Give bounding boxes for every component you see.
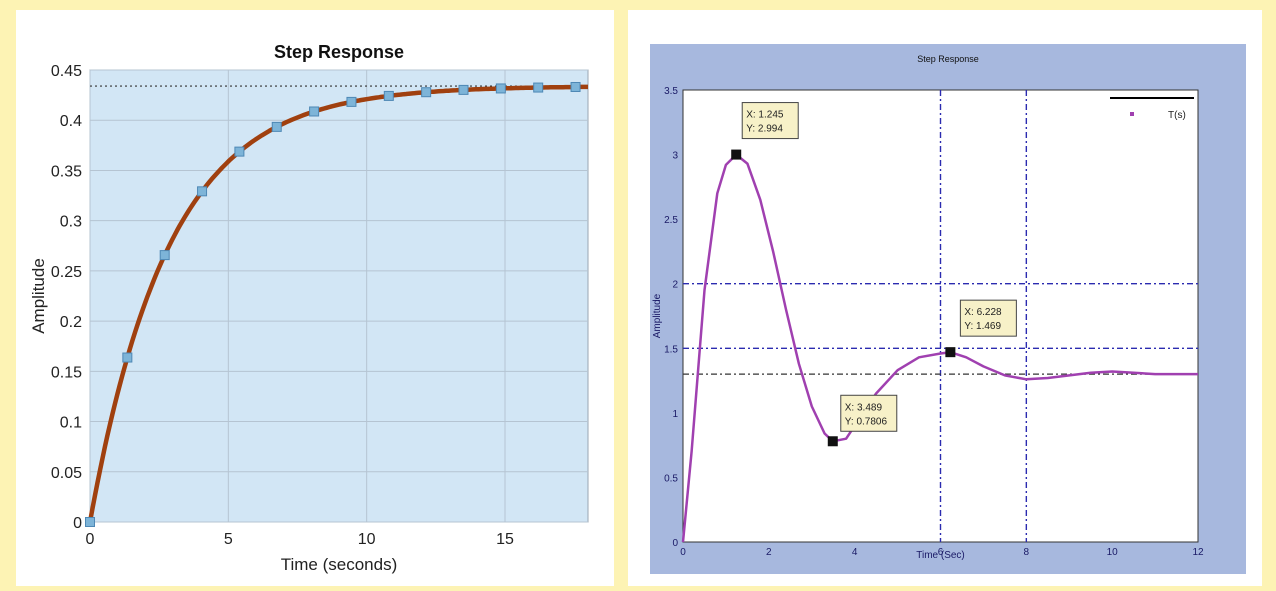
datatip-marker: [827, 436, 838, 447]
y-tick-label: 0.35: [51, 163, 82, 180]
step-response-chart-right: 0 2 4 6 8 10 12 0 0.5 1 1.5 2 2.5 3 3.5 X: 1.245 Y: 2.99…: [650, 44, 1246, 574]
step-response-chart-left: 0 5 10 15 0 0.05 0.1 0.15 0.2 0.25 0.3 0.35 0.4 0.45 S…: [29, 42, 589, 574]
datatip-marker: [731, 149, 742, 160]
right-chart-panel: 0 2 4 6 8 10 12 0 0.5 1 1.5 2 2.5 3 3.5 X: 1.245 Y: 2.99…: [628, 10, 1262, 586]
chart-title: Step Response: [274, 42, 404, 62]
datatip-y-label: Y: 2.994: [746, 124, 783, 135]
y-tick-label: 3.5: [664, 86, 678, 97]
x-tick-label: 15: [496, 531, 514, 548]
datatip-x-label: X: 6.228: [964, 307, 1002, 318]
datatip-y-label: Y: 1.469: [964, 321, 1001, 332]
x-axis-label: Time (Sec): [916, 550, 965, 561]
y-tick-label: 0.4: [60, 113, 82, 130]
x-tick-label: 0: [680, 547, 686, 558]
y-tick-label: 0.5: [664, 473, 678, 484]
y-tick-label: 0.1: [60, 415, 82, 432]
curve-marker: [346, 96, 357, 107]
x-tick-label: 0: [86, 531, 95, 548]
legend-marker: [1130, 112, 1134, 116]
curve-marker: [234, 146, 245, 157]
datatip-y-label: Y: 0.7806: [845, 416, 888, 427]
curve-marker: [271, 121, 282, 132]
x-tick-label: 10: [358, 531, 376, 548]
curve-marker: [159, 250, 170, 261]
curve-marker: [458, 84, 469, 95]
y-tick-label: 2.5: [664, 215, 678, 226]
x-tick-label: 10: [1107, 547, 1119, 558]
curve-marker: [122, 352, 133, 363]
x-tick-label: 8: [1024, 547, 1030, 558]
curve-marker: [570, 81, 581, 92]
datatip-marker: [945, 347, 956, 358]
curve-marker: [495, 83, 506, 94]
x-tick-label: 2: [766, 547, 772, 558]
y-axis-label: Amplitude: [29, 258, 48, 334]
datatip-x-label: X: 1.245: [746, 110, 784, 121]
x-tick-label: 6: [938, 547, 944, 558]
datatip-x-label: X: 3.489: [845, 402, 883, 413]
curve-marker: [383, 90, 394, 101]
left-chart-panel: 0 5 10 15 0 0.05 0.1 0.15 0.2 0.25 0.3 0.35 0.4 0.45 S…: [16, 10, 614, 586]
chart-title: Step Response: [917, 54, 979, 64]
y-tick-label: 1: [672, 409, 678, 420]
y-tick-label: 0.05: [51, 465, 82, 482]
y-tick-label: 2: [672, 280, 678, 291]
x-axis-label: Time (seconds): [281, 555, 398, 574]
legend-label: T(s): [1168, 110, 1186, 121]
datatip-box: [959, 299, 1017, 337]
y-tick-label: 1.5: [664, 344, 678, 355]
x-tick-label: 5: [224, 531, 233, 548]
y-tick-label: 3: [672, 151, 678, 162]
y-tick-label: 0.3: [60, 214, 82, 231]
y-tick-label: 0.2: [60, 314, 82, 331]
curve-marker: [421, 87, 432, 98]
y-axis-label: Amplitude: [652, 293, 663, 338]
curve-marker: [309, 106, 320, 117]
x-tick-label: 4: [852, 547, 858, 558]
curve-marker: [533, 82, 544, 93]
plot-area: [89, 69, 589, 523]
curve-marker: [197, 186, 208, 197]
y-tick-label: 0: [672, 538, 678, 549]
y-tick-label: 0.45: [51, 63, 82, 80]
datatip-box: [840, 394, 898, 432]
curve-marker: [85, 517, 95, 527]
y-tick-label: 0.25: [51, 264, 82, 281]
y-tick-label: 0.15: [51, 364, 82, 381]
x-tick-label: 12: [1192, 547, 1204, 558]
datatip-box: [741, 102, 799, 140]
y-tick-label: 0: [73, 515, 82, 532]
